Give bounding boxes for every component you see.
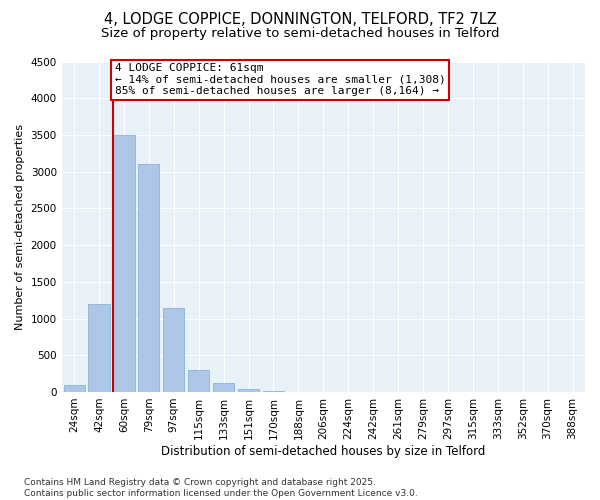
- Text: 4 LODGE COPPICE: 61sqm
← 14% of semi-detached houses are smaller (1,308)
85% of : 4 LODGE COPPICE: 61sqm ← 14% of semi-det…: [115, 63, 445, 96]
- X-axis label: Distribution of semi-detached houses by size in Telford: Distribution of semi-detached houses by …: [161, 444, 485, 458]
- Bar: [263, 391, 284, 392]
- Bar: [213, 383, 234, 392]
- Bar: [138, 164, 160, 392]
- Text: 4, LODGE COPPICE, DONNINGTON, TELFORD, TF2 7LZ: 4, LODGE COPPICE, DONNINGTON, TELFORD, T…: [104, 12, 496, 28]
- Y-axis label: Number of semi-detached properties: Number of semi-detached properties: [15, 124, 25, 330]
- Text: Size of property relative to semi-detached houses in Telford: Size of property relative to semi-detach…: [101, 28, 499, 40]
- Bar: [88, 304, 110, 392]
- Bar: [238, 389, 259, 392]
- Bar: [64, 384, 85, 392]
- Text: Contains HM Land Registry data © Crown copyright and database right 2025.
Contai: Contains HM Land Registry data © Crown c…: [24, 478, 418, 498]
- Bar: [113, 135, 134, 392]
- Bar: [188, 370, 209, 392]
- Bar: [163, 308, 184, 392]
